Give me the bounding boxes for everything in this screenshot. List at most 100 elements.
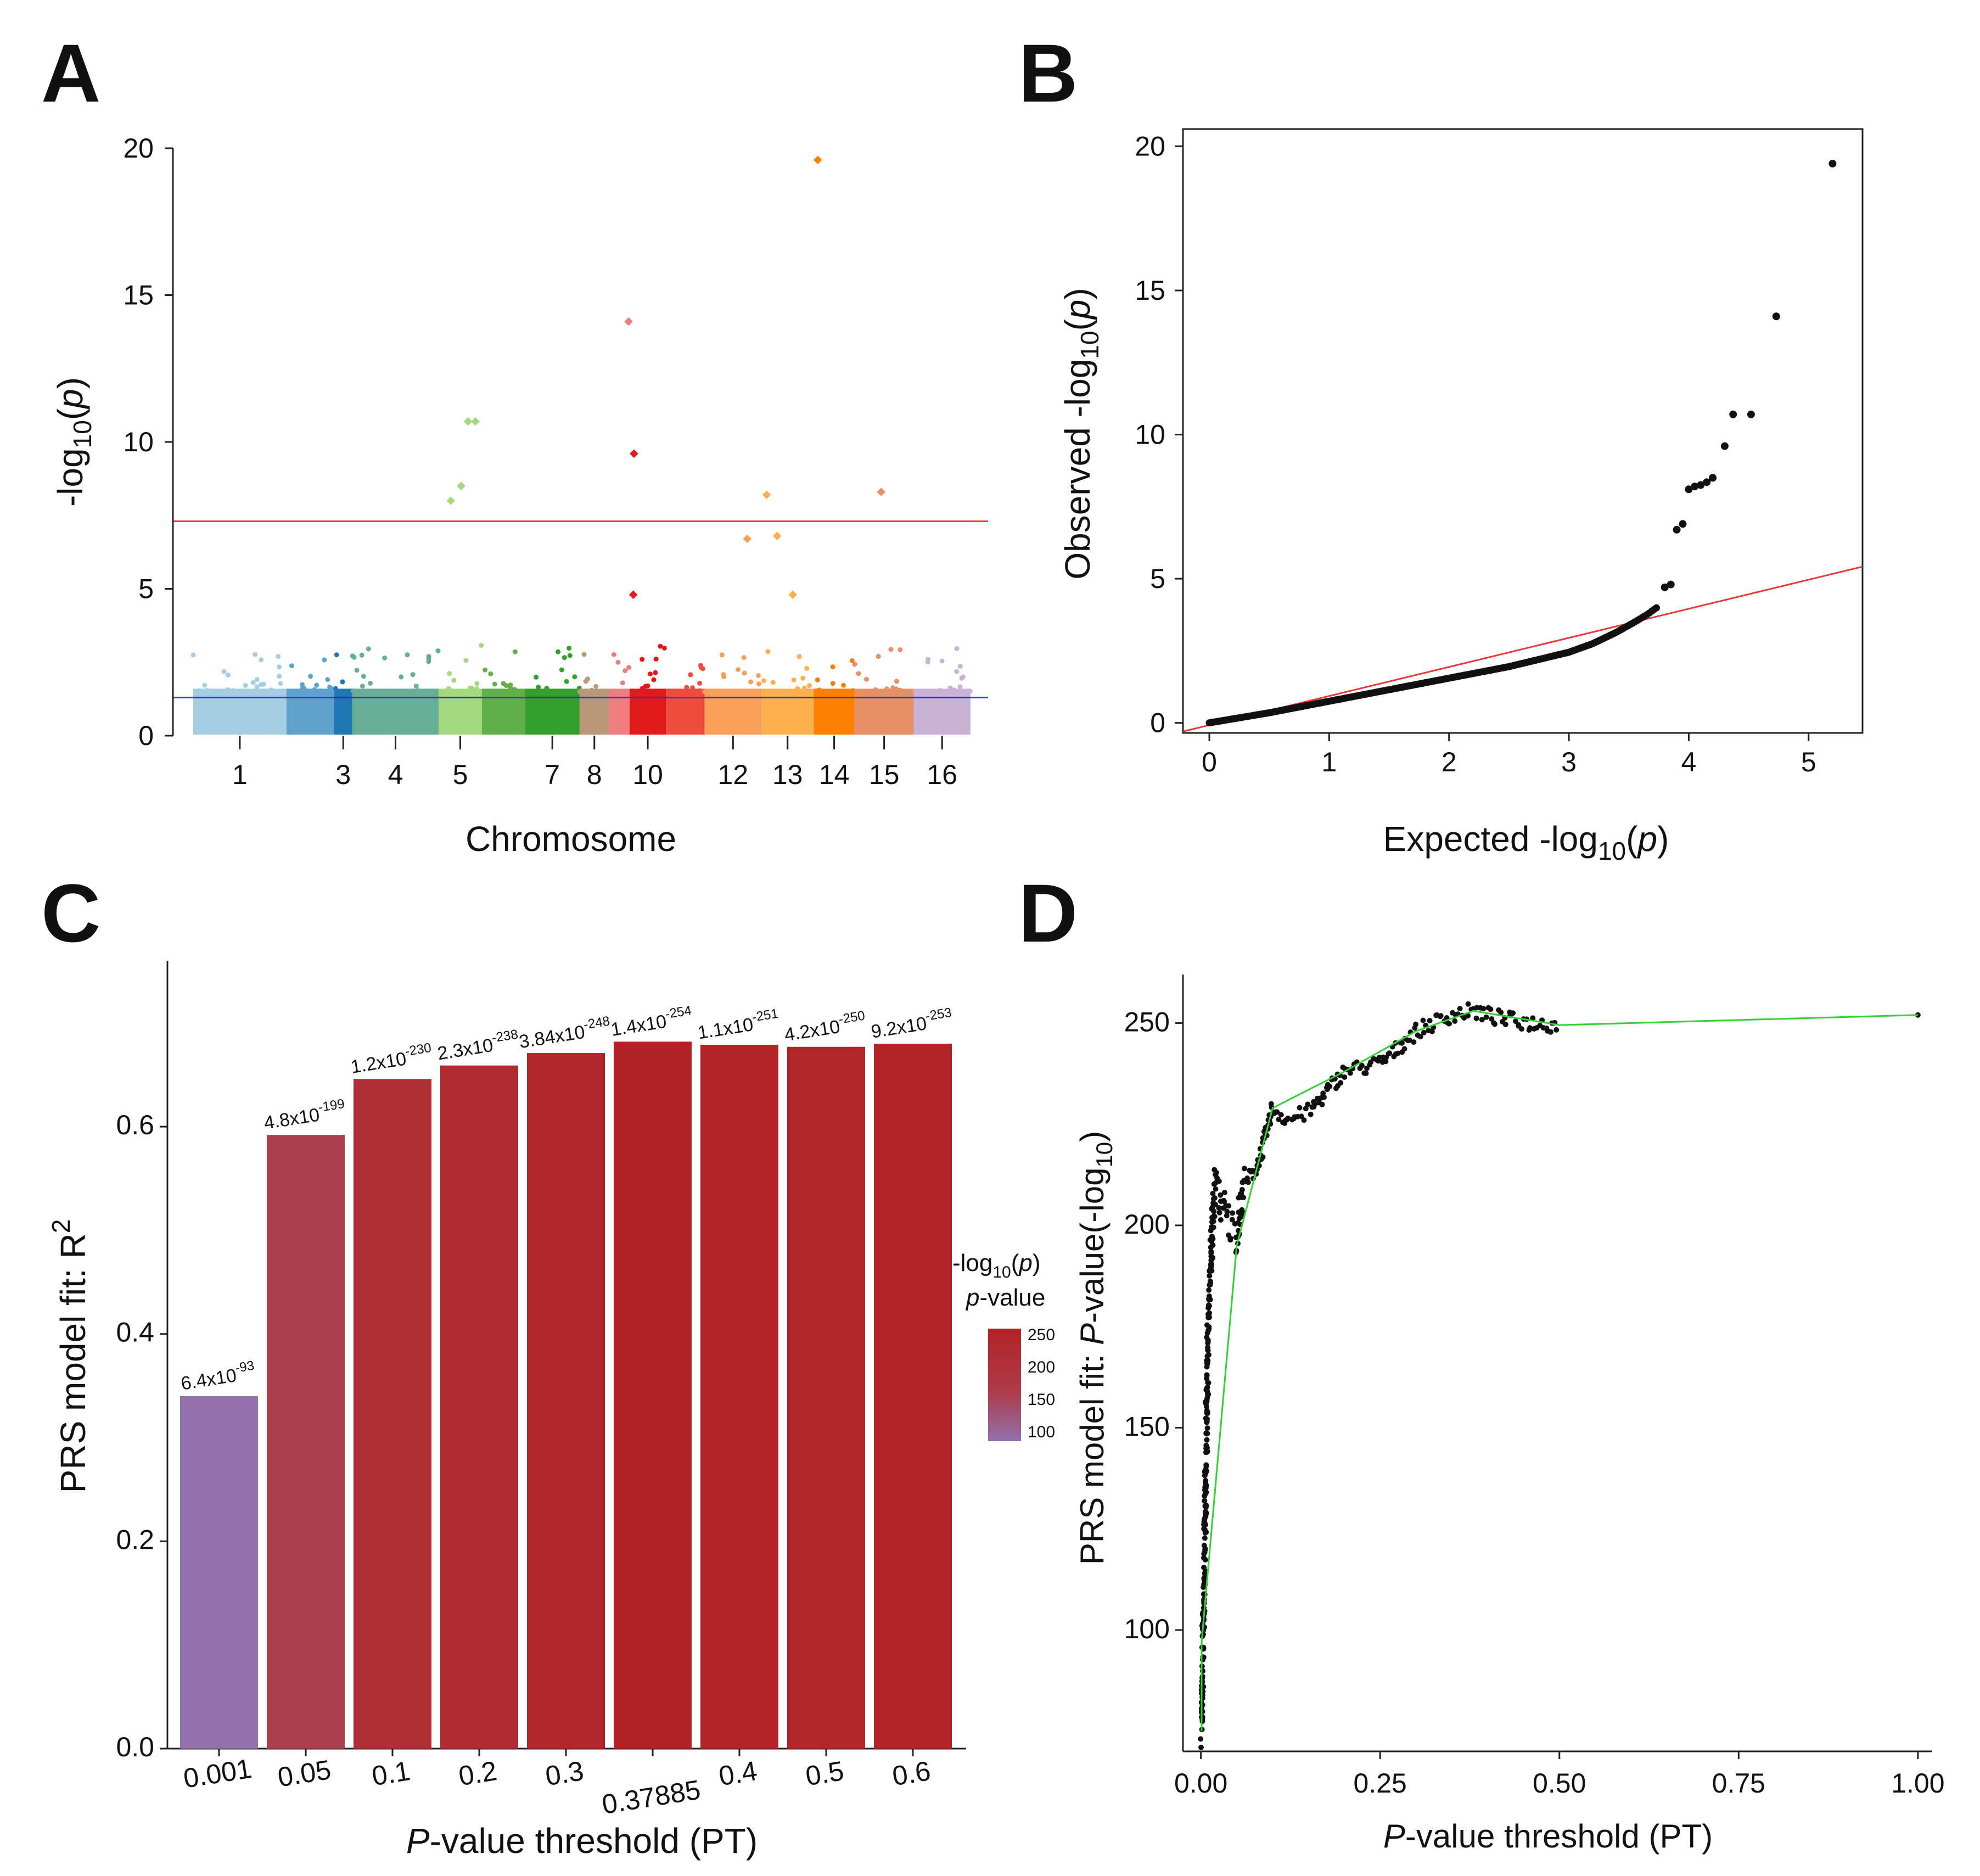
threshold-point (1208, 1280, 1214, 1286)
snp-point (888, 647, 894, 652)
snp-point (275, 689, 281, 695)
snp-point (277, 664, 282, 670)
threshold-point (1204, 1385, 1210, 1391)
y-tick-label: 0 (1150, 708, 1165, 738)
y-axis-title: -log10(p) (51, 377, 97, 507)
snp-point (640, 689, 646, 695)
panel-d-highres: 100 150 200 250 0.00 0.25 0.50 0.75 1.00 PRS mo… (1074, 975, 1945, 1855)
snp-point (479, 643, 484, 648)
snp-point (742, 670, 747, 676)
snp-point (474, 681, 480, 686)
y-ticks: 100 150 200 250 (1124, 1006, 1183, 1644)
snp-point (686, 688, 692, 694)
y-tick-label: 10 (123, 427, 154, 457)
x-tick-label: 15 (869, 759, 900, 790)
snp-point (815, 677, 820, 682)
threshold-point (1268, 1101, 1274, 1107)
snp-point (736, 689, 741, 695)
x-axis-title: P-value threshold (PT) (406, 1821, 758, 1861)
snp-point (483, 667, 488, 673)
snp-point (368, 680, 373, 686)
panel-b-qq: 0 5 10 15 20 0 1 2 3 4 5 Observed -log10(p) Expec… (1058, 128, 1864, 865)
snp-point (230, 688, 235, 694)
snp-point (488, 671, 493, 676)
snp-point (688, 672, 693, 677)
threshold-point (1224, 1208, 1230, 1214)
snp-point (451, 677, 457, 683)
y-tick-label: 0.4 (116, 1317, 154, 1348)
snp-point (804, 665, 810, 671)
threshold-point (1305, 1101, 1311, 1107)
threshold-point (1221, 1190, 1227, 1196)
threshold-point (1204, 1330, 1210, 1336)
threshold-point (1206, 1352, 1211, 1358)
threshold-point (1413, 1021, 1419, 1027)
snp-point (334, 652, 339, 658)
bar-0.5 (787, 1046, 865, 1749)
threshold-point (1553, 1027, 1560, 1033)
qq-point (1703, 478, 1711, 486)
snp-point (463, 658, 469, 663)
threshold-point (1363, 1071, 1369, 1076)
panel-label-a: A (41, 27, 100, 119)
x-tick-label: 2 (1441, 747, 1457, 777)
threshold-point (1338, 1080, 1344, 1086)
snp-point (939, 658, 945, 664)
snp-point (658, 643, 663, 649)
legend-tick: 250 (1028, 1326, 1055, 1344)
snp-point (841, 682, 846, 688)
threshold-point (1210, 1218, 1216, 1224)
y-tick-label: 15 (1135, 275, 1165, 306)
snp-point (276, 654, 281, 659)
diagonal-line (1182, 565, 1863, 732)
panel-label-d: D (1018, 867, 1078, 959)
x-tick-label: 4 (388, 759, 403, 790)
peak-snp (877, 488, 886, 496)
x-ticks: 0.00 0.25 0.50 0.75 1.00 (1174, 1751, 1945, 1799)
snp-point (653, 657, 659, 662)
threshold-lines (173, 520, 988, 698)
peak-snp (471, 417, 480, 426)
threshold-point (1205, 1345, 1211, 1351)
threshold-point (1202, 1492, 1208, 1498)
x-tick-label: 1 (1321, 747, 1337, 777)
snp-point (954, 646, 960, 651)
threshold-point (1301, 1117, 1307, 1123)
x-tick-label: 1 (232, 759, 248, 790)
threshold-point (1203, 1470, 1209, 1476)
threshold-point (1216, 1178, 1222, 1184)
y-tick-label: 0.2 (116, 1524, 154, 1555)
snp-point (913, 688, 918, 694)
qq-point (1667, 580, 1675, 589)
snp-point (405, 652, 410, 658)
threshold-point (1203, 1485, 1209, 1491)
bar-0.4 (700, 1044, 778, 1749)
threshold-point (1241, 1195, 1247, 1201)
peak-snp (772, 531, 782, 540)
threshold-point (1201, 1575, 1207, 1581)
snp-point (937, 688, 943, 693)
bar-pvalue-label: 1.4x10-254 (609, 1003, 694, 1040)
threshold-point (1319, 1101, 1325, 1107)
threshold-point (1420, 1017, 1426, 1023)
snp-point (225, 687, 230, 692)
threshold-point (1203, 1430, 1209, 1436)
x-tick-label: 1.00 (1891, 1768, 1944, 1799)
x-tick-label: 4 (1681, 747, 1696, 777)
snp-point (410, 672, 416, 677)
snp-point (615, 659, 621, 665)
peak-snp (446, 496, 455, 505)
threshold-point (1473, 1015, 1479, 1021)
bar-0.1 (354, 1079, 431, 1749)
x-tick-label: 0.00 (1174, 1768, 1227, 1799)
snp-point (765, 649, 771, 654)
threshold-point (1204, 1448, 1210, 1454)
peak-snp (629, 590, 638, 599)
snp-point (445, 687, 450, 693)
qq-point (1709, 474, 1717, 482)
snp-point (615, 689, 620, 695)
snp-point (533, 689, 539, 694)
x-tick-label: 3 (335, 759, 351, 790)
snp-point (278, 681, 283, 686)
threshold-point (1202, 1535, 1208, 1541)
